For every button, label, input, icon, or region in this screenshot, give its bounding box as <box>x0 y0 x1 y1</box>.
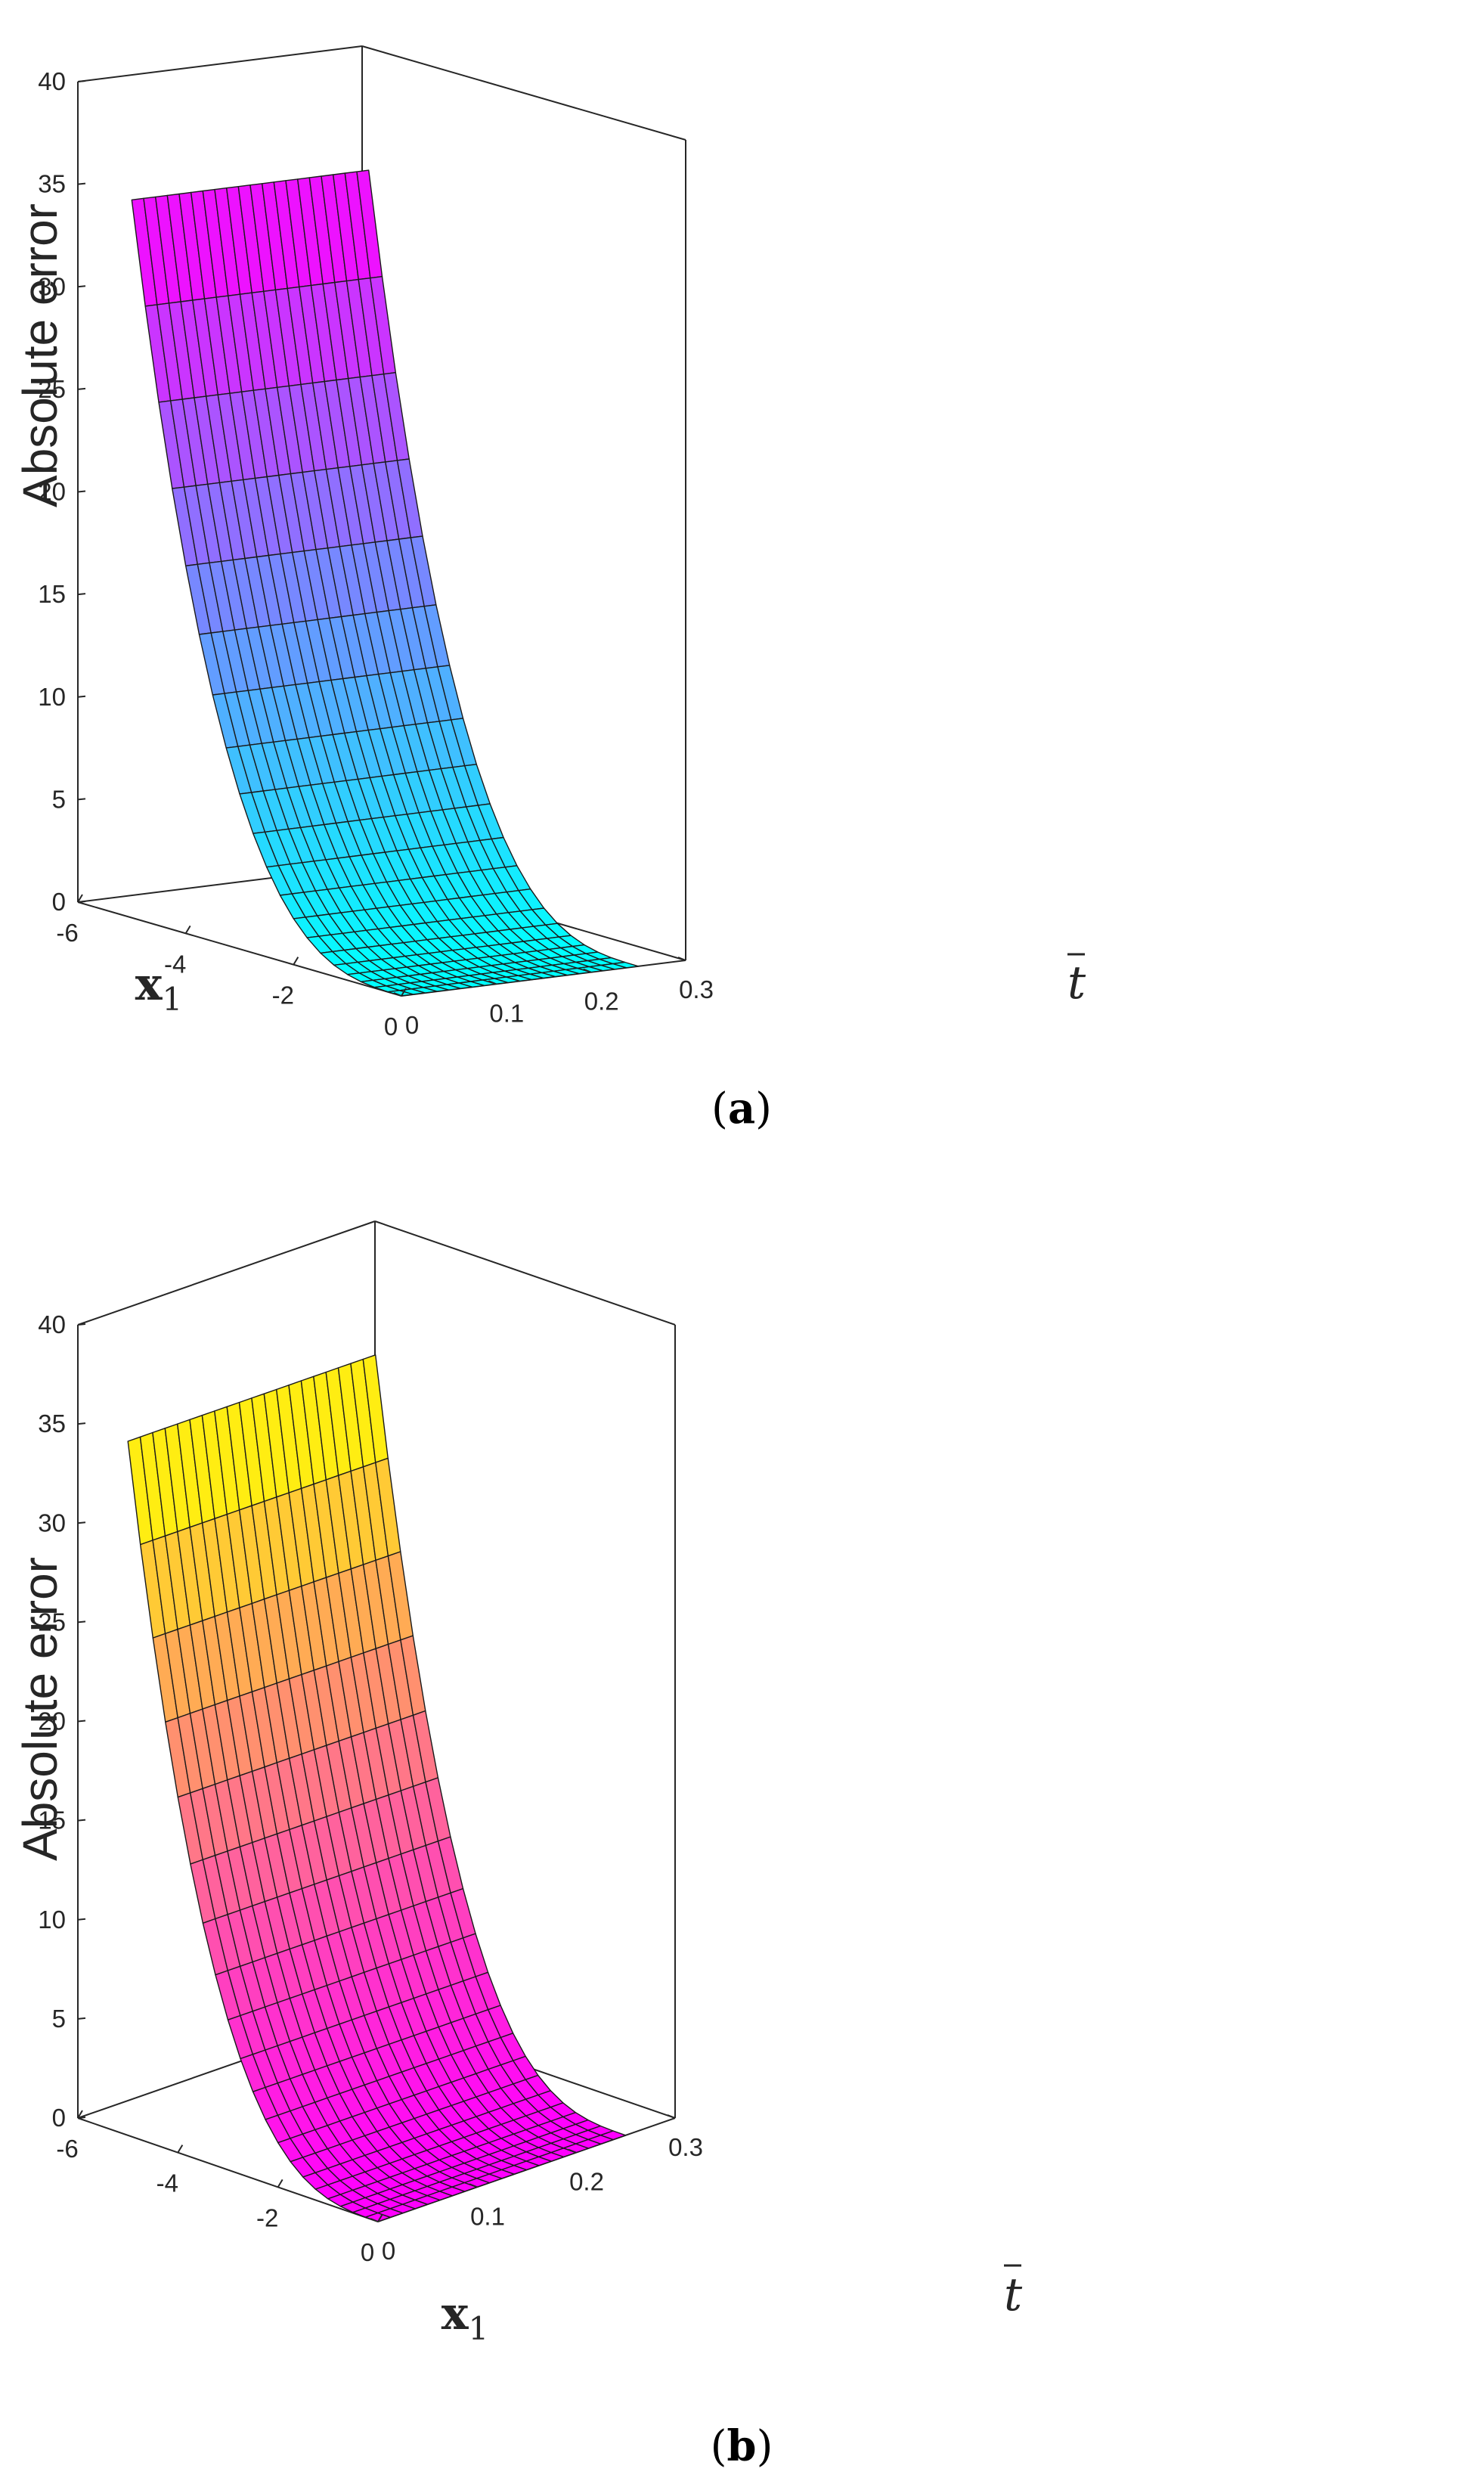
surface-a <box>131 169 639 997</box>
z-tick-label: 30 <box>38 1509 66 1537</box>
y-tick-label: 0.3 <box>679 975 714 1003</box>
z-tick-label: 20 <box>38 1707 66 1735</box>
z-axis-label-b: Absolute error <box>13 1557 67 1861</box>
caption-a: (a) <box>711 1084 772 1134</box>
x-tick-label: -2 <box>256 2203 278 2231</box>
z-tick-label: 40 <box>38 1310 66 1338</box>
z-tick-label: 10 <box>38 1906 66 1934</box>
y-tick-label: 0.1 <box>489 999 524 1027</box>
y-tick-label: 0.3 <box>668 2133 703 2161</box>
z-tick-label: 40 <box>38 67 66 95</box>
surface-b <box>127 1354 627 2222</box>
surface-patch <box>612 961 639 969</box>
x-tick-label: -4 <box>156 2169 178 2197</box>
z-tick-label: 0 <box>52 888 66 916</box>
z-tick-label: 25 <box>38 375 66 403</box>
z-tick-label: 5 <box>52 785 66 813</box>
y-tick-label: 0.2 <box>584 988 619 1016</box>
x-tick-label: -6 <box>56 2135 78 2163</box>
y-tick-label: 0 <box>382 2237 395 2265</box>
y-axis-label-a: t <box>1067 953 1086 1009</box>
z-tick-label: 35 <box>38 170 66 198</box>
z-tick-label: 15 <box>38 1806 66 1834</box>
y-tick-label: 0 <box>405 1011 419 1039</box>
z-tick-label: 0 <box>52 2104 66 2132</box>
x-tick-label: 0 <box>361 2238 374 2266</box>
z-tick-label: 25 <box>38 1608 66 1636</box>
svg-text:t: t <box>1067 957 1086 1009</box>
z-tick-label: 20 <box>38 478 66 506</box>
x-tick-label: -4 <box>164 950 186 978</box>
surface-patch <box>599 2130 627 2141</box>
svg-text:t: t <box>1004 2269 1023 2321</box>
y-tick-label: 0.1 <box>470 2202 505 2230</box>
x-tick-label: -2 <box>272 982 294 1009</box>
x-tick-label: 0 <box>384 1013 398 1040</box>
caption-b: (b) <box>711 2421 773 2471</box>
y-axis-label-b: t <box>1004 2264 1023 2321</box>
z-axis-label-a: Absolute error <box>13 203 67 507</box>
z-tick-label: 5 <box>52 2005 66 2033</box>
x-axis-label-b: x1 <box>441 2287 489 2347</box>
z-tick-label: 15 <box>38 580 66 608</box>
x-axis-label-a: x1 <box>135 958 183 1018</box>
z-tick-label: 35 <box>38 1410 66 1437</box>
z-tick-label: 10 <box>38 683 66 711</box>
y-tick-label: 0.2 <box>569 2168 604 2196</box>
z-tick-label: 30 <box>38 272 66 300</box>
x-tick-label: -6 <box>56 919 78 947</box>
